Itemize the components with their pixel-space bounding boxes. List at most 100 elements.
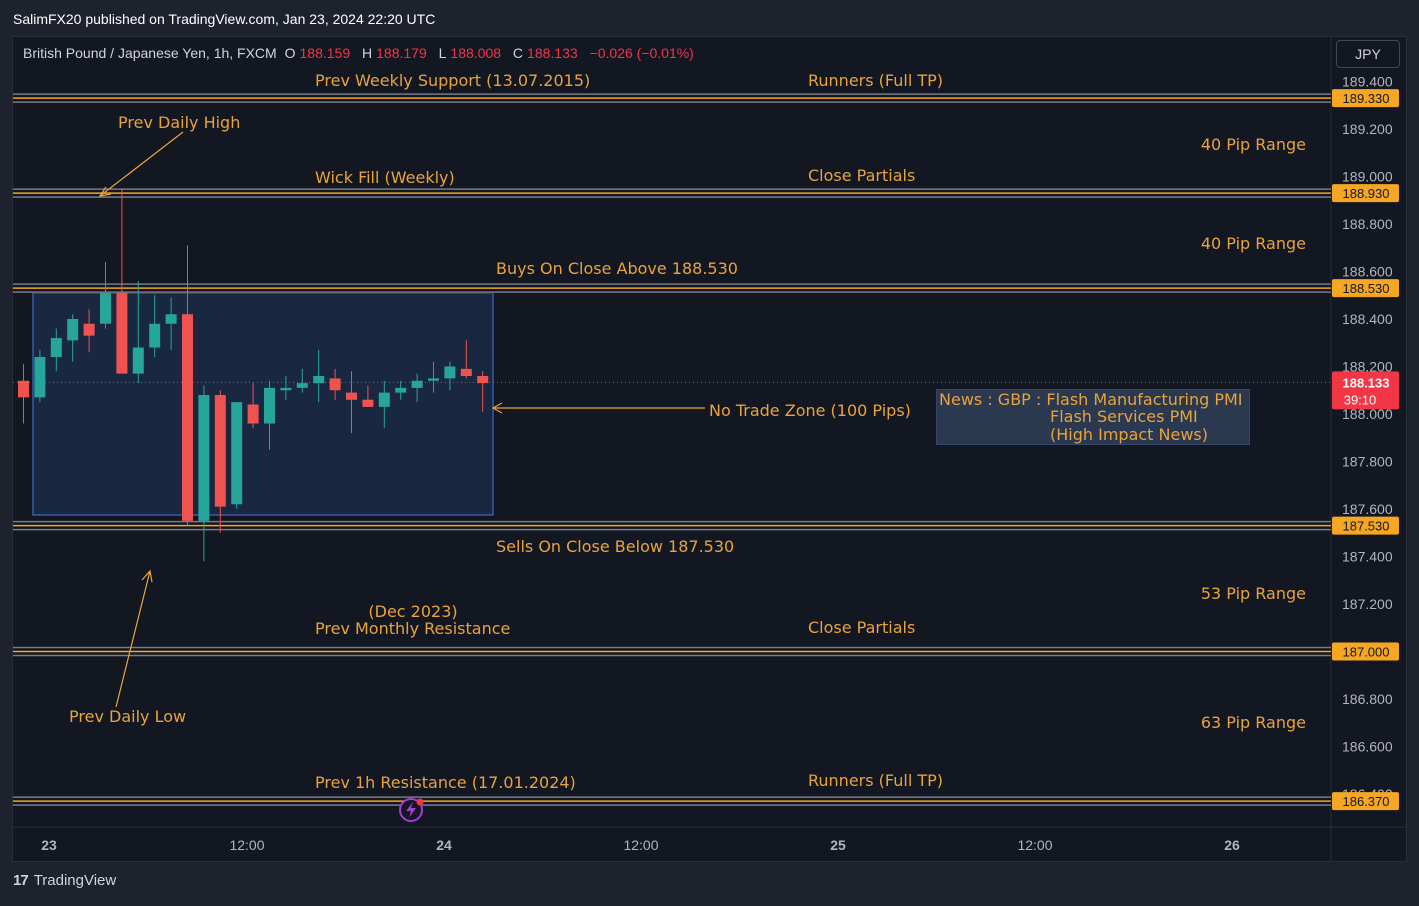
candle-body[interactable] xyxy=(362,399,374,407)
time-tick-label: 23 xyxy=(41,837,57,853)
price-tick-label: 189.000 xyxy=(1342,169,1393,185)
time-tick-label: 24 xyxy=(436,837,452,853)
candle-body[interactable] xyxy=(231,402,243,505)
close-label: C xyxy=(512,45,524,61)
arrow-head-icon xyxy=(491,402,503,414)
candle-body[interactable] xyxy=(346,392,357,400)
arrow-head-icon xyxy=(98,186,112,197)
buys-on-close-label: Buys On Close Above 188.530 xyxy=(496,259,738,278)
candle-body[interactable] xyxy=(378,392,390,407)
footer-brand-text: TradingView xyxy=(33,872,117,889)
price-tick-label: 187.400 xyxy=(1342,549,1393,565)
prev-daily-low-arrow xyxy=(115,570,151,708)
time-tick-label: 12:00 xyxy=(1017,837,1052,853)
range-40-a-label: 40 Pip Range xyxy=(1201,135,1306,154)
price-tag[interactable] xyxy=(1332,642,1399,661)
change-value: −0.026 (−0.01%) xyxy=(589,45,694,61)
no-trade-zone-box[interactable] xyxy=(32,292,494,516)
prev-daily-high-arrow xyxy=(99,131,184,197)
price-tick-label: 187.200 xyxy=(1342,596,1393,612)
time-tick-label: 25 xyxy=(830,837,846,853)
published-info: SalimFX20 published on TradingView.com, … xyxy=(13,11,436,27)
currency-button[interactable]: JPY xyxy=(1336,40,1400,68)
candle-body[interactable] xyxy=(165,314,177,324)
current-price-tag[interactable] xyxy=(1332,371,1399,410)
price-tag[interactable] xyxy=(1332,89,1399,108)
close-partials-bottom-label: Close Partials xyxy=(808,618,915,637)
candle-body[interactable] xyxy=(83,323,95,336)
sells-on-close-label: Sells On Close Below 187.530 xyxy=(496,537,734,556)
high-label: H xyxy=(362,45,373,61)
wick-fill-label: Wick Fill (Weekly) xyxy=(315,168,455,187)
candle-body[interactable] xyxy=(116,292,128,374)
candle-body[interactable] xyxy=(264,387,275,424)
low-label: L xyxy=(438,45,447,61)
arrow-head-icon xyxy=(141,569,153,583)
candle-body[interactable] xyxy=(18,380,29,398)
candle-body[interactable] xyxy=(329,378,341,391)
price-tag-label: 188.930 xyxy=(1343,186,1390,201)
symbol-legend[interactable]: British Pound / Japanese Yen, 1h, FXCM O… xyxy=(23,45,698,61)
dec-2023-label: (Dec 2023) xyxy=(368,602,457,621)
price-tick-label: 189.400 xyxy=(1342,74,1393,90)
no-trade-zone-label: No Trade Zone (100 Pips) xyxy=(709,401,911,420)
candle-body[interactable] xyxy=(198,395,210,521)
candle-body[interactable] xyxy=(313,376,325,384)
candle-body[interactable] xyxy=(50,338,62,357)
candle-body[interactable] xyxy=(100,292,111,324)
tradingview-logo-icon: 17 xyxy=(13,872,29,889)
candle-body[interactable] xyxy=(182,314,193,521)
range-40-b-label: 40 Pip Range xyxy=(1201,234,1306,253)
symbol-title: British Pound / Japanese Yen, 1h, FXCM xyxy=(23,45,277,61)
candle-body[interactable] xyxy=(34,357,46,398)
price-tick-label: 188.800 xyxy=(1342,216,1393,232)
time-tick-label: 12:00 xyxy=(623,837,658,853)
publish-bar: SalimFX20 published on TradingView.com, … xyxy=(0,0,1419,36)
candle-body[interactable] xyxy=(477,376,489,384)
open-value: 188.159 xyxy=(299,45,351,61)
price-tick-label: 188.600 xyxy=(1342,264,1393,280)
prev-daily-high-label: Prev Daily High xyxy=(118,113,240,132)
price-tag[interactable] xyxy=(1332,516,1399,535)
footer-brand[interactable]: 17 TradingView xyxy=(13,872,116,889)
price-tag-label: 186.370 xyxy=(1343,794,1390,809)
open-label: O xyxy=(284,45,296,61)
time-tick-label: 12:00 xyxy=(229,837,264,853)
price-tag-label: 188.530 xyxy=(1343,281,1390,296)
candle-body[interactable] xyxy=(296,383,308,388)
range-63-label: 63 Pip Range xyxy=(1201,713,1306,732)
close-partials-top-label: Close Partials xyxy=(808,166,915,185)
countdown-label: 39:10 xyxy=(1344,392,1377,407)
candle-body[interactable] xyxy=(460,368,472,376)
candle-body[interactable] xyxy=(247,404,259,424)
price-tick-label: 188.200 xyxy=(1342,359,1393,375)
prev-monthly-resistance-label: Prev Monthly Resistance xyxy=(315,619,510,638)
price-tag[interactable] xyxy=(1332,279,1399,298)
price-tick-label: 188.000 xyxy=(1342,406,1393,422)
price-tick-label: 186.600 xyxy=(1342,739,1393,755)
news-box[interactable] xyxy=(936,389,1250,445)
candle-body[interactable] xyxy=(67,319,79,341)
time-tick-label: 26 xyxy=(1224,837,1240,853)
current-price-label: 188.133 xyxy=(1343,375,1390,390)
news-line-3: (High Impact News) xyxy=(1050,425,1208,444)
event-lightning-icon[interactable] xyxy=(399,798,424,822)
candle-body[interactable] xyxy=(395,387,407,393)
candle-body[interactable] xyxy=(132,347,144,374)
news-line-1: News : GBP : Flash Manufacturing PMI xyxy=(939,390,1243,409)
candle-body[interactable] xyxy=(411,380,423,388)
price-tag[interactable] xyxy=(1332,184,1399,203)
candle-body[interactable] xyxy=(149,323,161,348)
low-value: 188.008 xyxy=(450,45,502,61)
price-tick-label: 187.600 xyxy=(1342,501,1393,517)
candle-body[interactable] xyxy=(444,366,456,379)
close-value: 188.133 xyxy=(527,45,578,61)
price-tag-label: 189.330 xyxy=(1343,91,1390,106)
candle-body[interactable] xyxy=(428,378,439,381)
candle-body[interactable] xyxy=(280,387,292,391)
price-tag[interactable] xyxy=(1332,792,1399,811)
candle-body[interactable] xyxy=(214,395,226,507)
price-tag-label: 187.530 xyxy=(1343,519,1390,534)
price-tick-label: 188.400 xyxy=(1342,311,1393,327)
